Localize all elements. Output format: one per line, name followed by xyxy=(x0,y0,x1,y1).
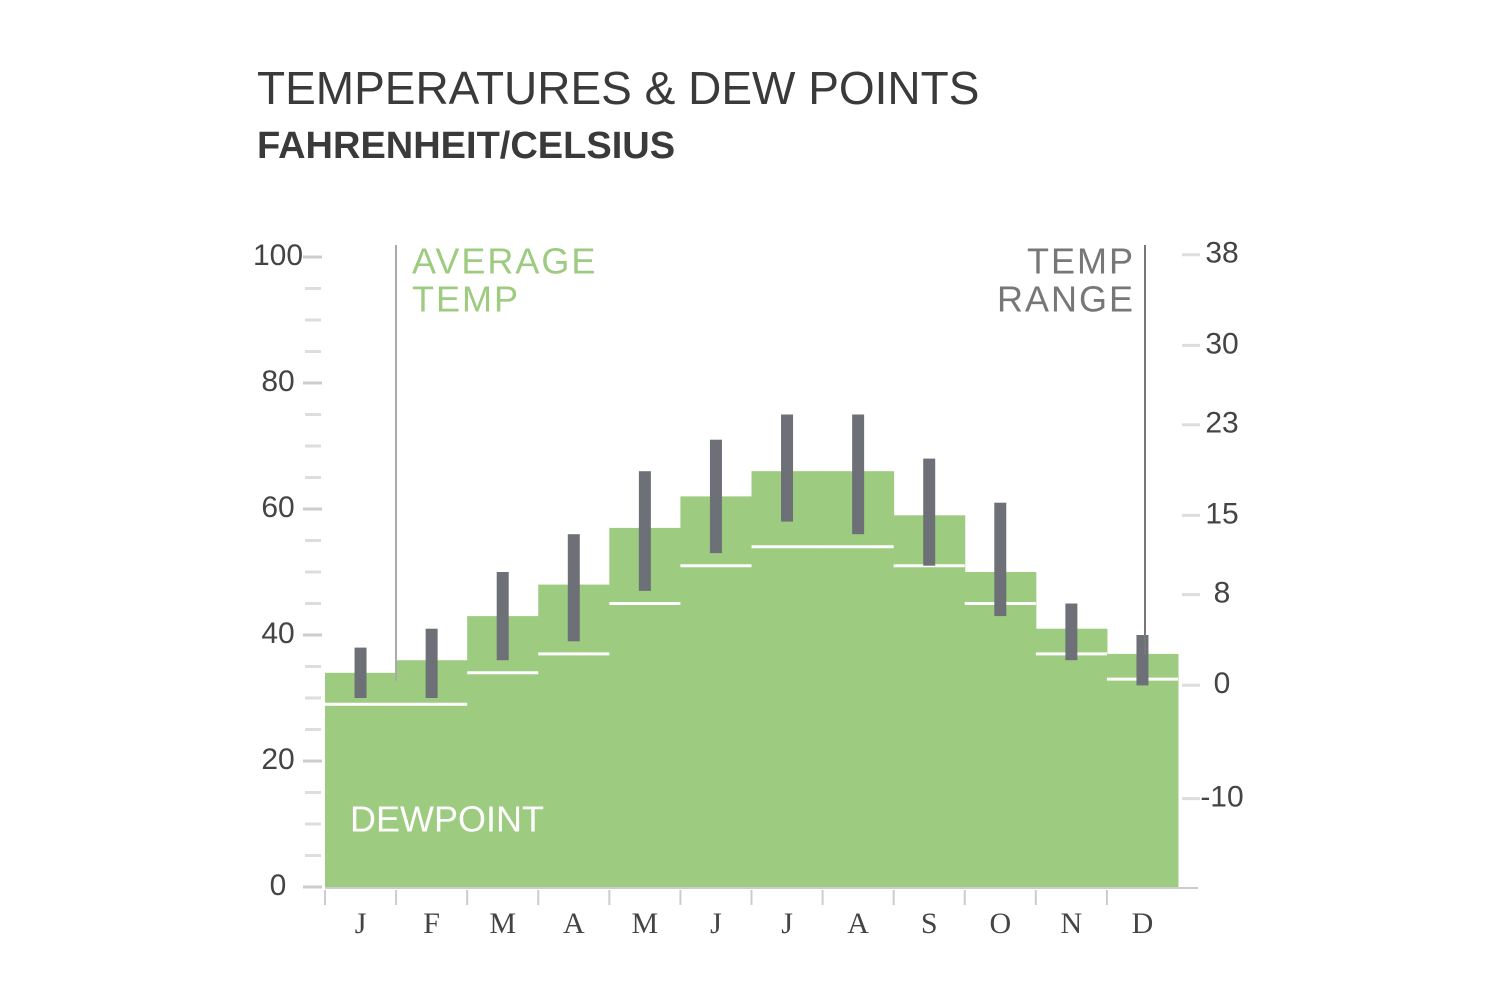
avg-temp-step xyxy=(751,471,824,887)
x-tick-label: J xyxy=(781,907,793,940)
avg-temp-step xyxy=(822,471,895,887)
avg-temp-step xyxy=(467,616,539,887)
temp-range-bar xyxy=(923,458,936,566)
y2-tick-label: 8 xyxy=(1214,577,1231,610)
temp-range-bar xyxy=(1065,603,1078,661)
y2-tick-label: 0 xyxy=(1214,667,1231,700)
temp-range-bar xyxy=(852,414,865,535)
avg-temp-label: AVERAGE xyxy=(412,241,597,282)
y-tick-label: 40 xyxy=(261,617,294,650)
y-tick-label: 60 xyxy=(261,491,294,524)
x-tick-label: N xyxy=(1061,907,1083,940)
x-tick-label: A xyxy=(847,907,869,940)
y-tick-label: 80 xyxy=(261,365,294,398)
y2-tick-label: -10 xyxy=(1200,781,1243,814)
temp-range-bar xyxy=(354,647,367,698)
temp-range-bar xyxy=(781,414,794,522)
x-tick-label: M xyxy=(632,907,659,940)
x-tick-label: M xyxy=(489,907,516,940)
x-tick-label: A xyxy=(563,907,585,940)
y2-tick-label: 38 xyxy=(1205,237,1238,270)
x-tick-label: O xyxy=(989,907,1011,940)
temp-range-bar xyxy=(496,572,509,661)
x-tick-label: J xyxy=(355,907,367,940)
avg-temp-label: TEMP xyxy=(412,279,520,320)
y-tick-label: 20 xyxy=(261,743,294,776)
y2-tick-label: 30 xyxy=(1205,327,1238,360)
y-tick-label: 100 xyxy=(253,239,303,272)
x-tick-label: J xyxy=(710,907,722,940)
temp-range-label: TEMP xyxy=(1027,241,1135,282)
temp-range-bar xyxy=(994,502,1007,617)
chart-title: TEMPERATURES & DEW POINTS xyxy=(257,62,979,114)
temp-range-bar xyxy=(425,628,438,698)
y-tick-label: 0 xyxy=(270,869,287,902)
avg-temp-step xyxy=(1035,628,1108,887)
dewpoint-label: DEWPOINT xyxy=(350,799,544,840)
avg-temp-step xyxy=(680,496,752,887)
avg-temp-step xyxy=(325,672,397,887)
temp-range-bar xyxy=(567,534,580,642)
avg-temp-step xyxy=(1106,653,1179,887)
avg-temp-step xyxy=(893,515,966,887)
temp-range-label: RANGE xyxy=(997,279,1135,320)
y2-tick-label: 15 xyxy=(1205,497,1238,530)
chart-subtitle: FAHRENHEIT/CELSIUS xyxy=(257,125,675,167)
temp-range-bar xyxy=(1136,635,1149,686)
temp-range-bar xyxy=(638,471,651,591)
y2-tick-label: 23 xyxy=(1205,407,1238,440)
avg-temp-step xyxy=(964,572,1037,887)
x-tick-label: S xyxy=(921,907,938,940)
temp-range-bar xyxy=(709,439,722,554)
x-tick-label: D xyxy=(1132,907,1154,940)
x-tick-label: F xyxy=(423,907,440,940)
